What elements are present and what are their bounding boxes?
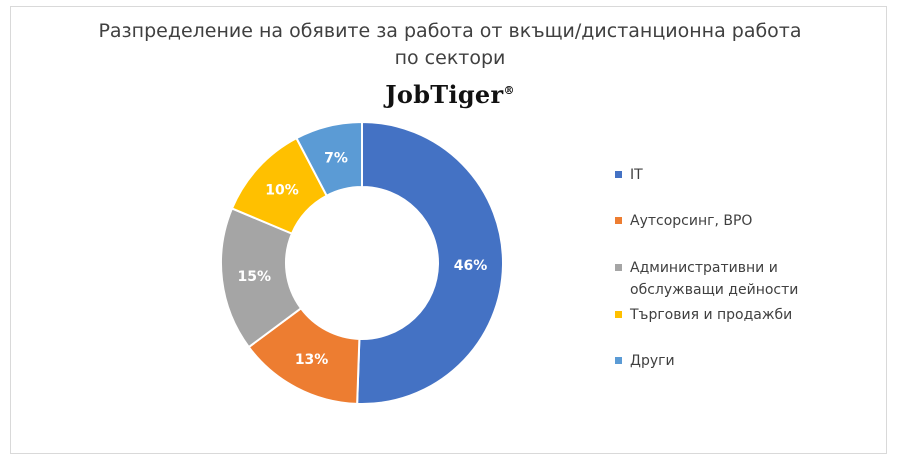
legend-swatch-4 <box>615 357 622 364</box>
data-label-4: 7% <box>324 151 348 167</box>
legend-label-1: Аутсорсинг, BPO <box>630 213 753 229</box>
registered-mark: ® <box>503 84 515 97</box>
legend-label-2: Административни и обслужващи дейности <box>630 260 799 298</box>
legend-label-0: IT <box>630 167 643 183</box>
donut-slice-4 <box>295 120 363 198</box>
data-label-2: 15% <box>238 269 272 285</box>
chart-title: Разпределение на обявите за работа от вк… <box>0 18 900 72</box>
logo-text: JobTiger <box>385 80 504 109</box>
legend-swatch-2 <box>615 264 622 271</box>
legend-swatch-3 <box>615 311 622 318</box>
donut-slices <box>220 120 504 405</box>
legend-label-3: Търговия и продажби <box>630 307 793 323</box>
data-label-1: 13% <box>295 352 329 368</box>
legend-item-1: Аутсорсинг, BPO <box>615 210 855 232</box>
jobtiger-logo: JobTiger® <box>0 80 900 109</box>
legend-item-4: Други <box>615 350 855 372</box>
legend-swatch-1 <box>615 217 622 224</box>
legend-item-2: Административни и обслужващи дейности <box>615 257 855 301</box>
donut-slice-0 <box>356 120 504 405</box>
legend-item-0: IT <box>615 164 855 186</box>
chart-title-line-2: по сектори <box>394 47 506 69</box>
chart-title-line-1: Разпределение на обявите за работа от вк… <box>98 20 802 42</box>
legend-swatch-0 <box>615 171 622 178</box>
data-label-0: 46% <box>454 258 488 274</box>
data-label-3: 10% <box>265 183 299 199</box>
legend-label-4: Други <box>630 353 675 369</box>
legend-item-3: Търговия и продажби <box>615 304 855 326</box>
donut-data-labels: 46% 13% 15% 10% 7% <box>238 151 488 368</box>
